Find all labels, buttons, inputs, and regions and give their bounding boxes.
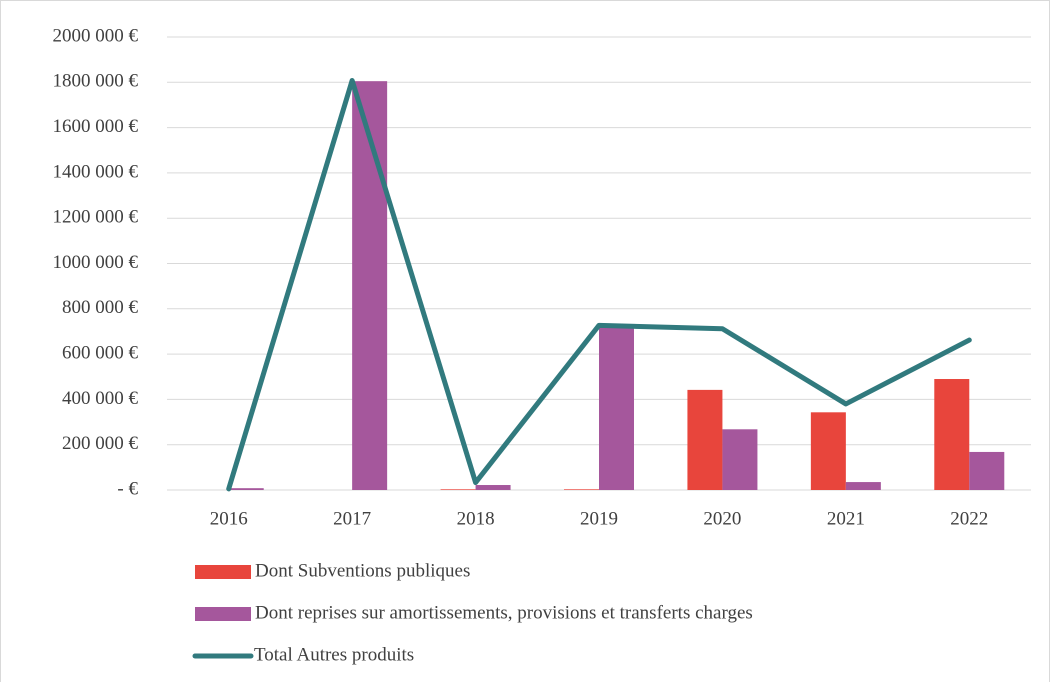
bar [687,389,723,490]
x-tick-label: 2017 [333,508,371,529]
bar [845,482,881,490]
x-tick-label: 2022 [950,508,988,529]
x-tick-label: 2019 [580,508,618,529]
y-tick-label: 400 000 € [62,388,139,409]
y-tick-label: 1400 000 € [53,161,139,182]
legend-label: Dont Subventions publiques [255,560,470,581]
bar [352,81,388,490]
legend-swatch [195,607,251,621]
bar [440,489,476,490]
bar [934,379,970,490]
bar [564,489,599,490]
bar [228,488,264,490]
y-tick-label: 1600 000 € [53,116,139,137]
y-tick-label: - € [117,478,138,499]
legend-label: Total Autres produits [254,644,414,665]
x-tick-label: 2018 [457,508,495,529]
x-tick-label: 2020 [703,508,741,529]
y-tick-label: 200 000 € [62,433,139,454]
line [226,77,972,492]
y-tick-label: 1200 000 € [53,207,139,228]
x-tick-label: 2016 [210,508,248,529]
bar [810,412,846,490]
bar [722,429,758,490]
legend-label: Dont reprises sur amortissements, provis… [255,602,753,623]
bar [475,485,511,490]
bar [969,451,1005,490]
legend-swatch [195,565,251,579]
y-tick-label: 2000 000 € [53,25,139,46]
y-tick-label: 800 000 € [62,297,139,318]
x-tick-label: 2021 [827,508,865,529]
y-tick-label: 600 000 € [62,342,139,363]
y-tick-label: 1800 000 € [53,71,139,92]
bar [599,327,634,490]
y-tick-label: 1000 000 € [53,252,139,273]
